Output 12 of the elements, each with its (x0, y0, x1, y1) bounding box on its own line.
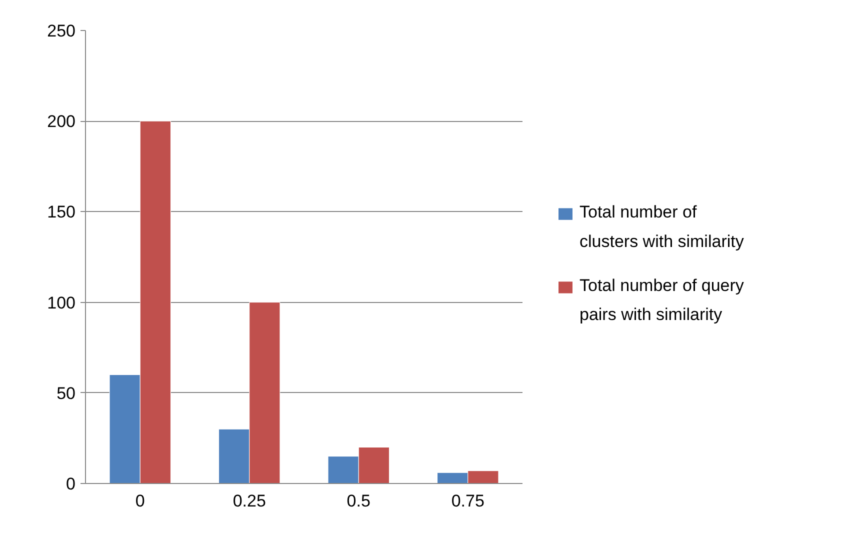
x-tick-label: 0.5 (346, 492, 370, 510)
y-tick-label: 0 (66, 474, 76, 494)
x-tick-label: 0 (135, 492, 145, 510)
x-tick-label: 0.75 (451, 492, 484, 510)
legend-label: Total number of clusters with similarity (580, 202, 744, 251)
y-tick-label: 100 (47, 293, 76, 312)
x-tick-label: 0.25 (232, 492, 266, 510)
y-tick-label: 250 (47, 22, 76, 40)
y-tick-label: 50 (56, 384, 76, 403)
legend-label: Total number of query pairs with similarity (580, 276, 744, 324)
y-tick-label: 200 (47, 112, 76, 132)
y-tick-label: 150 (47, 202, 76, 222)
